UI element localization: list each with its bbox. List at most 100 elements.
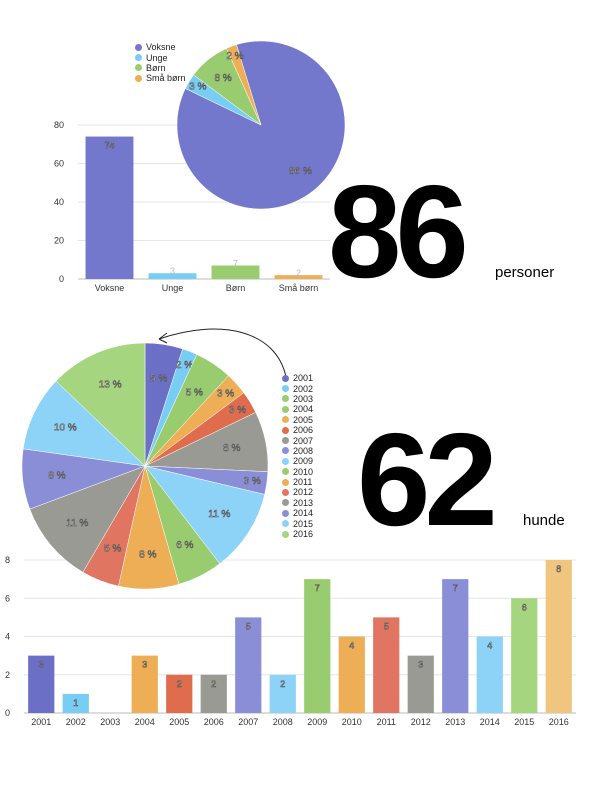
age-bar-ytick-label: 20 [54, 236, 64, 246]
year-pie-slice-label: 2 % [176, 360, 193, 371]
year-pie-slice [22, 380, 146, 467]
legend-swatch [282, 447, 289, 455]
year-bar-category-label: 2001 [31, 717, 51, 727]
legend-swatch [135, 74, 142, 82]
legend-item: Voksne [135, 42, 186, 52]
legend-label: 2005 [293, 414, 314, 425]
legend-item: 2014 [282, 508, 313, 518]
age-bar-value-label: 7 [233, 259, 238, 269]
age-bar-ytick-label: 60 [54, 159, 64, 169]
year-pie-slice-label: 11 % [66, 518, 88, 529]
year-bar-category-label: 2005 [169, 717, 189, 727]
age-pie-slice [226, 44, 262, 126]
legend-label: 2001 [293, 373, 314, 384]
year-pie-slice-label: 5 % [150, 374, 167, 385]
legend-swatch [282, 395, 289, 403]
year-pie-slice [55, 342, 146, 467]
legend-swatch [282, 457, 289, 465]
year-bar-bar [545, 560, 572, 713]
legend-item: Børn [135, 63, 186, 73]
age-bar-ytick-label: 80 [54, 120, 64, 130]
legend-swatch [282, 405, 289, 413]
age-bar-bar [211, 265, 260, 279]
age-bar-ytick-label: 0 [59, 274, 64, 284]
age-legend: Voksne Unge Børn Små børn [135, 42, 186, 84]
age-pie-slice-label: 86 % [289, 166, 312, 177]
year-bar-bar [62, 693, 89, 713]
year-bar-bar [269, 674, 296, 713]
year-bar-value-label: 1 [73, 698, 78, 708]
legend-label: 2010 [293, 466, 314, 477]
legend-swatch [135, 64, 142, 72]
legend-swatch [282, 374, 289, 382]
legend-swatch [282, 385, 289, 393]
year-bar-bar [476, 636, 503, 713]
year-bar-value-label: 3 [142, 660, 147, 670]
year-bar-category-label: 2004 [135, 717, 155, 727]
year-pie-slice-label: 8 % [48, 471, 65, 482]
legend-item: 2001 [282, 373, 313, 383]
year-bar-category-label: 2010 [342, 717, 362, 727]
legend-swatch [282, 426, 289, 434]
year-pie-slice [144, 465, 265, 565]
legend-item: 2009 [282, 456, 313, 466]
year-bar-value-label: 2 [211, 679, 216, 689]
year-bar-category-label: 2012 [411, 717, 431, 727]
year-bar-value-label: 4 [487, 641, 492, 651]
legend-label: 2013 [293, 497, 314, 508]
year-bar-bar [338, 636, 365, 713]
year-bar-value-label: 2 [280, 679, 285, 689]
year-bar-bar [166, 674, 193, 713]
legend-swatch [282, 488, 289, 496]
age-bar-category-label: Voksne [95, 283, 125, 293]
year-bar-value-label: 6 [522, 602, 527, 612]
legend-item: 2013 [282, 498, 313, 508]
legend-item: 2016 [282, 529, 313, 539]
year-pie-slice-label: 3 % [229, 405, 246, 416]
legend-label: 2004 [293, 404, 314, 415]
year-bar-value-label: 5 [246, 621, 251, 631]
year-bar-ytick-label: 6 [5, 593, 10, 603]
age-bar-value-label: 74 [104, 141, 114, 151]
year-pie-slice-label: 5 % [104, 543, 121, 554]
year-bar-category-label: 2014 [480, 717, 500, 727]
year-legend: 2001 2002 2003 2004 2005 2006 2007 2008 2009 2010… [282, 373, 313, 539]
legend-label: 2008 [293, 445, 314, 456]
year-bar-value-label: 2 [177, 679, 182, 689]
people-count: 86 [328, 158, 469, 305]
age-bar-bar [85, 136, 134, 279]
legend-swatch [282, 499, 289, 507]
year-bar-value-label: 3 [39, 660, 44, 670]
year-bar-value-label: 7 [453, 583, 458, 593]
age-pie-slice-label: 2 % [226, 51, 243, 62]
legend-item: 2011 [282, 477, 313, 487]
year-bar-category-label: 2011 [377, 717, 396, 727]
legend-swatch [135, 43, 142, 51]
year-bar-bar [200, 674, 227, 713]
legend-label: Små børn [146, 73, 186, 84]
year-bar-value-label: 5 [384, 621, 389, 631]
pointer-arrow [158, 328, 287, 378]
year-bar-value-label: 8 [556, 564, 561, 574]
year-pie-slice-label: 6 % [176, 540, 193, 551]
age-bar-ytick-label: 40 [54, 197, 64, 207]
age-bar-bar [148, 273, 197, 279]
legend-item: 2004 [282, 404, 313, 414]
legend-label: 2007 [293, 435, 314, 446]
legend-item: Små børn [135, 73, 186, 83]
age-pie-slice-label: 8 % [214, 73, 231, 84]
legend-label: Børn [146, 62, 166, 73]
year-bar-bar [373, 617, 400, 713]
legend-item: 2005 [282, 415, 313, 425]
legend-item: 2006 [282, 425, 313, 435]
legend-label: 2003 [293, 393, 314, 404]
legend-label: Voksne [146, 42, 176, 53]
year-bar-bar [304, 579, 331, 713]
legend-label: 2006 [293, 425, 314, 436]
year-bar-ytick-label: 2 [5, 670, 10, 680]
people-unit: personer [495, 264, 555, 281]
legend-swatch [135, 54, 142, 62]
dogs-unit: hunde [523, 512, 565, 529]
year-pie-slice-label: 3 % [244, 476, 261, 487]
